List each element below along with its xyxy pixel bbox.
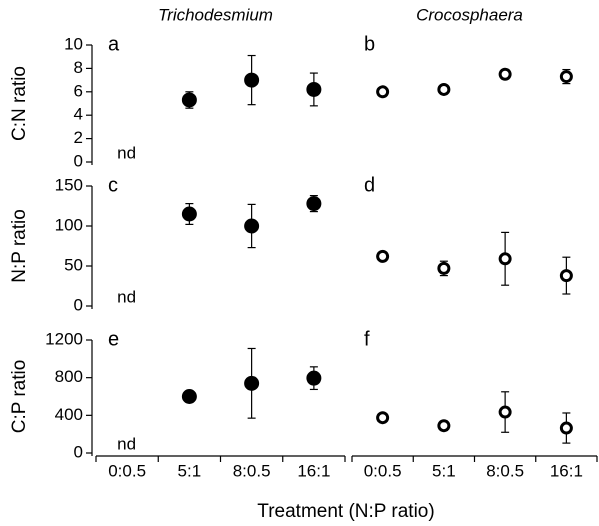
y-tick-label: 8 [74,58,83,77]
y-tick-label: 0 [74,442,83,461]
x-tick-label: 16:1 [297,461,330,480]
panel-label: b [364,33,375,55]
x-tick-label: 8:0.5 [486,461,524,480]
y-tick-label: 800 [55,367,83,386]
point [306,196,322,212]
point [181,92,197,108]
y-axis-title: C:P ratio [9,360,30,434]
point [181,389,197,404]
point [437,261,451,275]
x-axis-title: Treatment (N:P ratio) [257,501,434,522]
y-tick-label: 2 [74,128,83,147]
panel-label: d [364,174,375,196]
panel-label: e [108,328,119,350]
point [437,419,451,433]
point [306,370,322,386]
y-tick-label: 50 [64,255,83,274]
y-tick-label: 400 [55,405,83,424]
y-tick-label: 150 [55,175,83,194]
point [376,411,390,425]
point [498,67,512,81]
point [498,405,512,419]
point [244,72,260,88]
x-tick-label: 5:1 [178,461,202,480]
point [559,70,573,84]
point [244,218,260,234]
point [498,252,512,266]
y-tick-label: 100 [55,215,83,234]
column-title: Trichodesmium [158,5,273,24]
point [181,206,197,222]
panel-label: f [364,328,370,350]
y-tick-label: 1200 [45,329,83,348]
y-tick-label: 0 [74,295,83,314]
y-tick-label: 4 [74,105,83,124]
x-tick-label: 8:0.5 [233,461,271,480]
x-tick-label: 16:1 [550,461,583,480]
annotation: nd [117,143,136,162]
x-tick-label: 5:1 [432,461,456,480]
y-tick-label: 0 [74,151,83,170]
column-title: Crocosphaera [416,5,523,24]
panel-label: a [108,33,120,55]
point [306,81,322,97]
point [437,82,451,96]
point [244,375,260,391]
annotation: nd [117,287,136,306]
point [376,85,390,99]
point [559,421,573,435]
y-tick-label: 10 [64,34,83,53]
annotation: nd [117,434,136,453]
y-axis-title: N:P ratio [9,209,30,283]
x-tick-label: 0:0.5 [108,461,146,480]
panel-label: c [108,174,118,196]
y-axis-title: C:N ratio [9,66,30,141]
y-tick-label: 6 [74,81,83,100]
point [376,249,390,263]
point [559,269,573,283]
x-tick-label: 0:0.5 [364,461,402,480]
